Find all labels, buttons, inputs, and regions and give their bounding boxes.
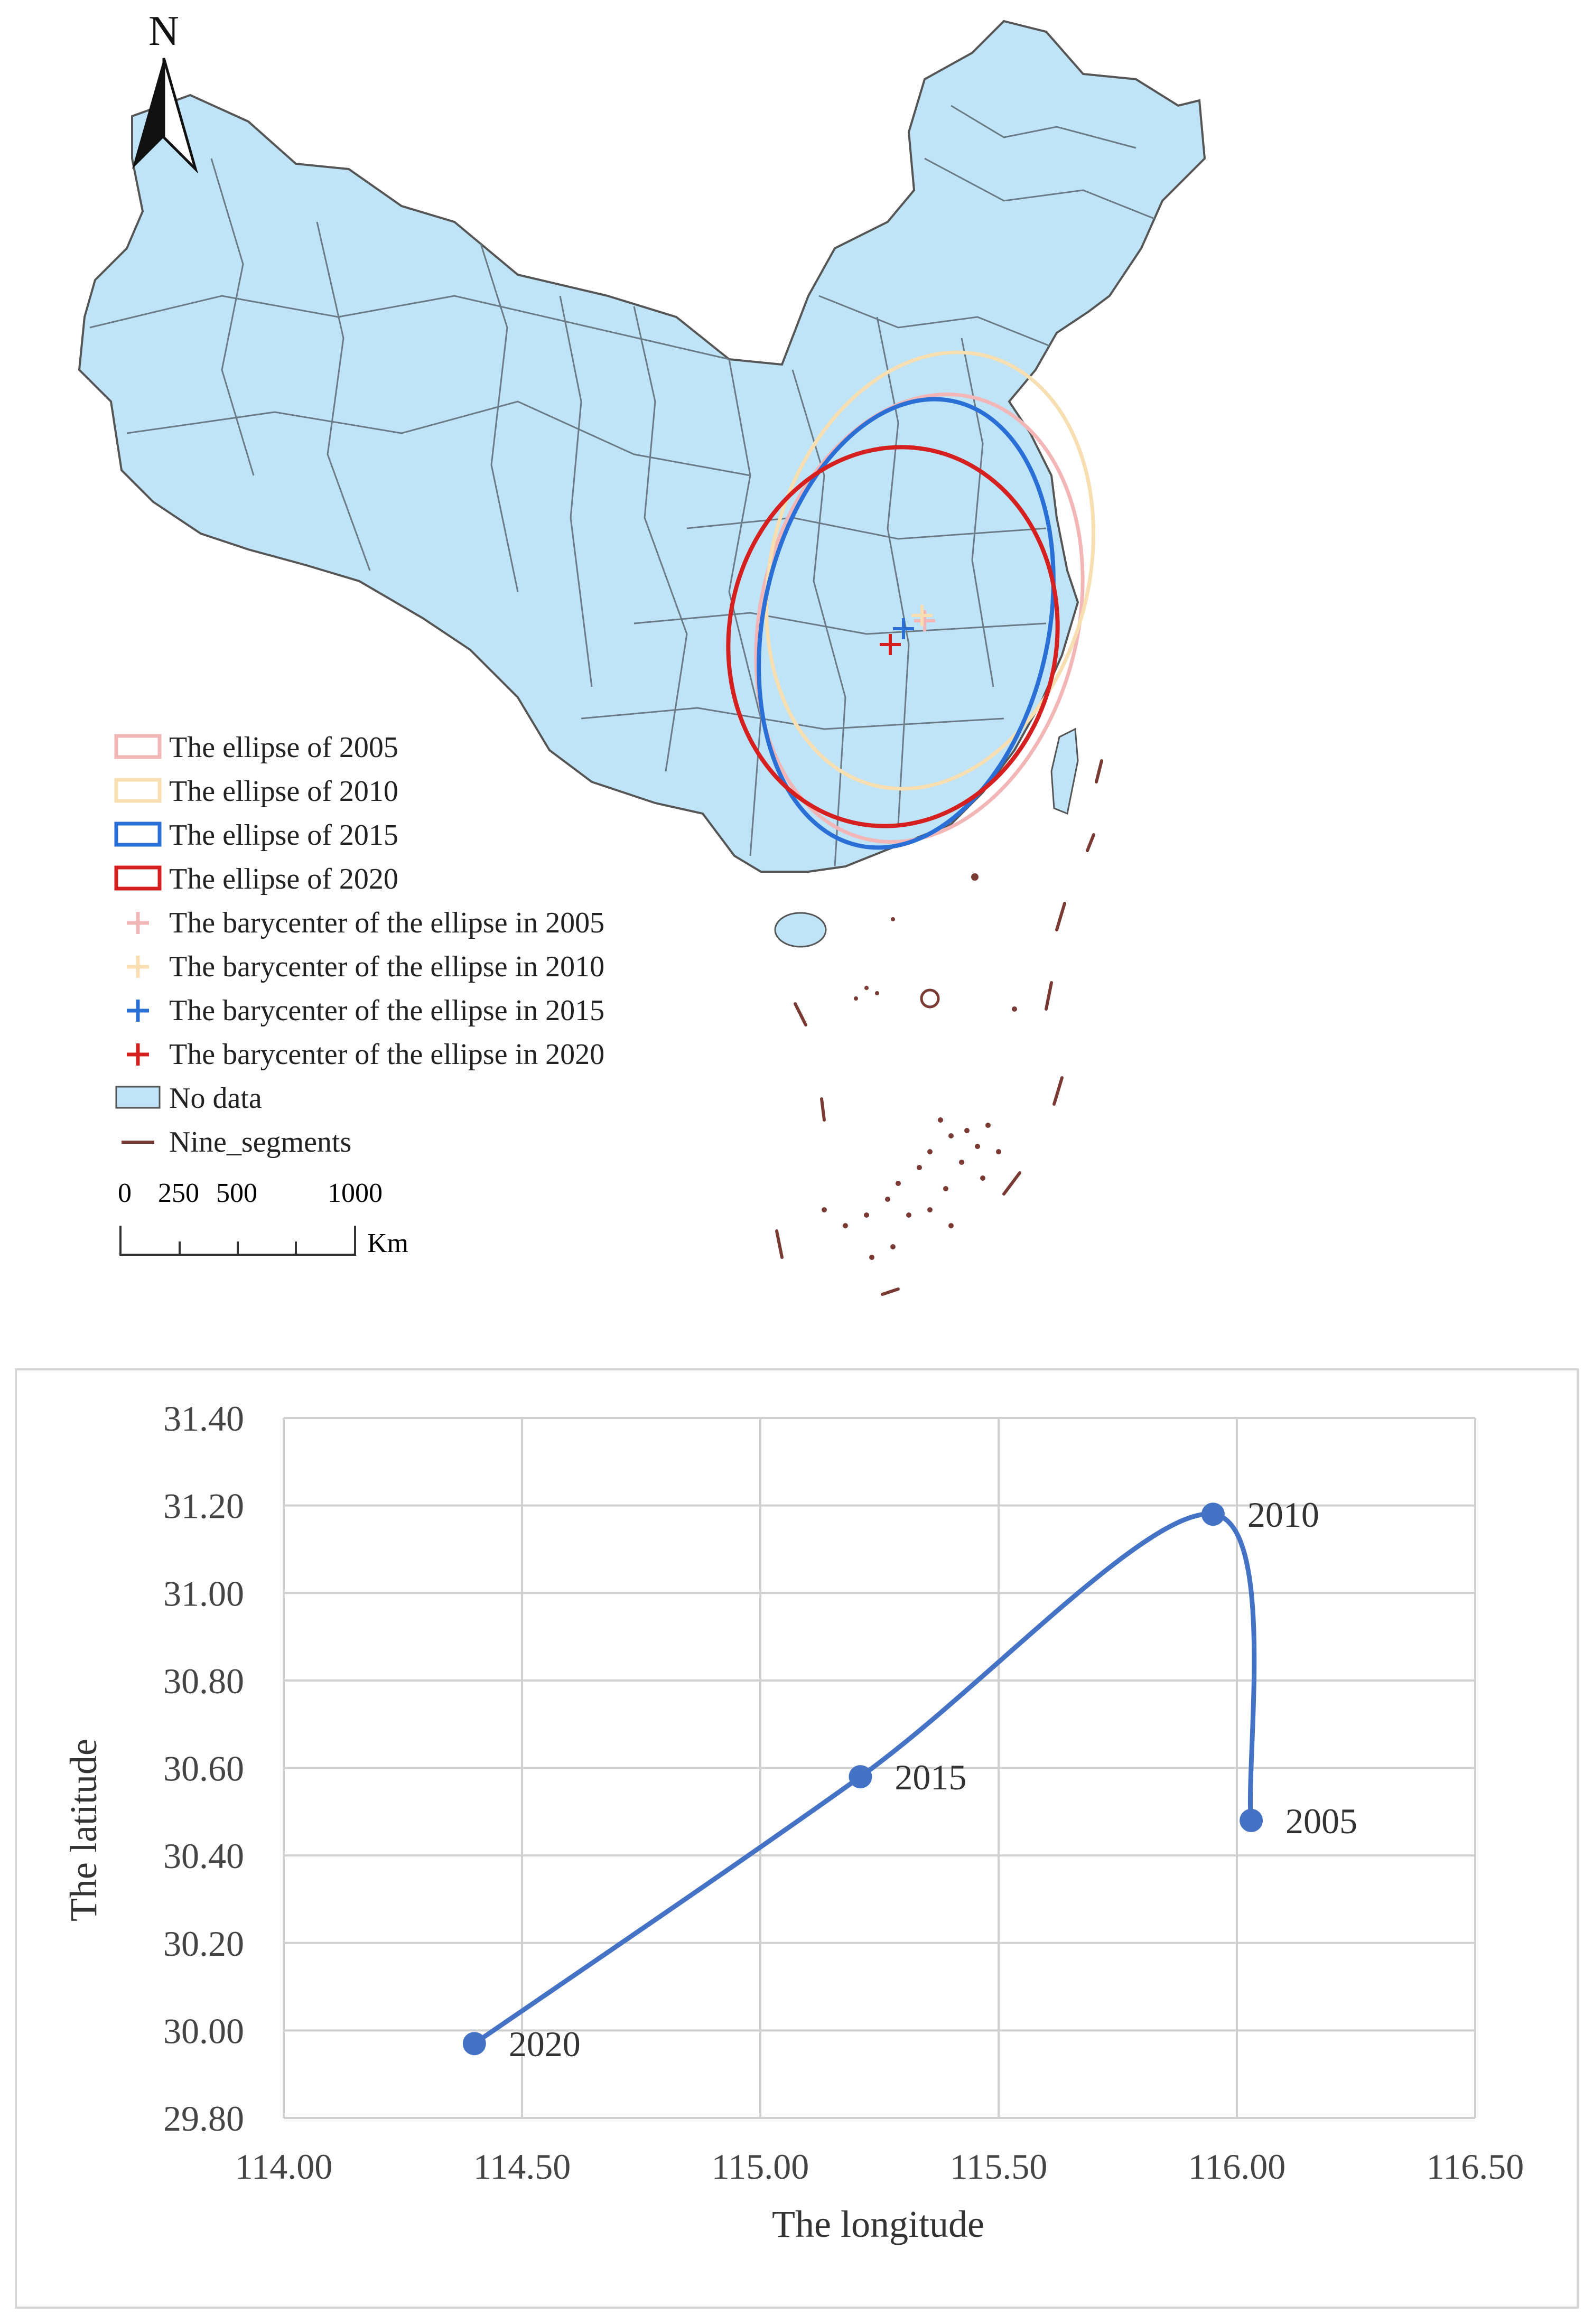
legend-label: The ellipse of 2005	[169, 731, 398, 764]
legend-label: The barycenter of the ellipse in 2010	[169, 950, 604, 983]
x-tick-label: 114.00	[235, 2146, 332, 2187]
legend-cross-icon	[127, 1000, 149, 1022]
legend-item: The ellipse of 2010	[114, 775, 398, 808]
legend-fill-icon	[115, 1086, 161, 1109]
legend-cross-icon	[127, 956, 149, 978]
legend-item: The barycenter of the ellipse in 2010	[127, 950, 604, 983]
north-arrow-icon	[132, 58, 164, 169]
legend-ellipse-icon	[114, 822, 162, 847]
map-svg: N The ellipse of 2005 The ellipse of 2010…	[78, 8, 1206, 1296]
y-tick-label: 30.80	[163, 1661, 244, 1701]
map-panel: N The ellipse of 2005 The ellipse of 2010…	[78, 8, 1206, 1296]
land-mass	[78, 20, 1206, 948]
standard-deviation-ellipses	[726, 350, 1095, 850]
scale-tick-label: 250	[158, 1178, 199, 1208]
y-tick-label: 31.40	[163, 1398, 244, 1439]
nine-segments	[775, 759, 1103, 1296]
barycenter-2020	[880, 634, 901, 655]
taiwan-island	[1050, 727, 1079, 815]
y-tick-label: 31.00	[163, 1573, 244, 1613]
legend-item: The barycenter of the ellipse in 2020	[127, 1038, 604, 1071]
legend-ellipse-icon	[114, 778, 162, 803]
legend-label: The ellipse of 2015	[169, 819, 398, 852]
data-point-2010	[1201, 1502, 1225, 1526]
legend-cross-icon	[127, 912, 149, 934]
legend-label: Nine_segments	[169, 1126, 351, 1159]
data-point-2015	[849, 1765, 872, 1789]
barycenters	[880, 605, 935, 655]
chart-tick-labels: 114.00 114.50 115.00 115.50 116.00 116.50 29.8…	[163, 1398, 1524, 2187]
x-tick-label: 114.50	[473, 2146, 571, 2187]
y-tick-label: 30.00	[163, 2011, 244, 2051]
legend-label: The barycenter of the ellipse in 2005	[169, 907, 604, 939]
data-label-2005: 2005	[1285, 1801, 1357, 1841]
legend-item: Nine_segments	[122, 1126, 351, 1159]
legend-label: The barycenter of the ellipse in 2020	[169, 1038, 604, 1071]
ellipse-2015	[757, 397, 1056, 850]
ellipse-2020	[726, 445, 1060, 828]
legend-label: The ellipse of 2010	[169, 775, 398, 808]
scale-tick-label: 0	[118, 1178, 132, 1208]
x-tick-label: 115.50	[950, 2146, 1047, 2187]
y-tick-label: 31.20	[163, 1486, 244, 1526]
scale-bar: 0 250 500 1000 Km	[118, 1178, 408, 1258]
y-tick-label: 30.40	[163, 1836, 244, 1876]
y-tick-label: 30.60	[163, 1749, 244, 1789]
data-point-2020	[462, 2032, 486, 2056]
legend-item: The barycenter of the ellipse in 2015	[127, 994, 604, 1027]
y-tick-label: 30.20	[163, 1924, 244, 1964]
legend-ellipse-icon	[114, 734, 162, 759]
north-arrow: N	[132, 8, 199, 174]
legend-item: The ellipse of 2015	[114, 819, 398, 852]
legend-label: The ellipse of 2020	[169, 863, 398, 895]
barycenter-2015	[893, 618, 914, 639]
legend-ellipse-icon	[114, 865, 162, 891]
y-tick-label: 29.80	[163, 2098, 244, 2139]
trajectory-line	[473, 1511, 1257, 2046]
legend-item: No data	[115, 1082, 262, 1115]
barycenter-2010	[911, 605, 933, 626]
y-axis-label: The latitude	[62, 1739, 105, 1921]
ellipse-2005	[754, 393, 1085, 844]
x-tick-label: 116.50	[1427, 2146, 1524, 2187]
scale-bar-line	[119, 1226, 356, 1256]
data-point-2005	[1240, 1808, 1263, 1832]
legend-item: The ellipse of 2020	[114, 863, 398, 895]
x-axis-label: The longitude	[772, 2203, 984, 2245]
scale-unit: Km	[367, 1228, 408, 1258]
legend-label: No data	[169, 1082, 262, 1115]
ellipse-2010	[765, 350, 1095, 791]
x-tick-label: 116.00	[1188, 2146, 1285, 2187]
trajectory-chart: 114.00 114.50 115.00 115.50 116.00 116.50 29.8…	[62, 1398, 1524, 2245]
x-tick-label: 115.00	[712, 2146, 809, 2187]
scale-tick-label: 500	[216, 1178, 257, 1208]
scale-tick-label: 1000	[328, 1178, 383, 1208]
legend-item: The barycenter of the ellipse in 2005	[127, 907, 604, 939]
north-label: N	[148, 8, 179, 54]
trajectory-chart-panel: 114.00 114.50 115.00 115.50 116.00 116.50 29.8…	[15, 1368, 1579, 2309]
hainan-island	[774, 912, 827, 948]
legend-item: The ellipse of 2005	[114, 731, 398, 764]
chart-series: 2005 2010 2015 2020	[462, 1495, 1357, 2064]
legend-cross-icon	[127, 1043, 149, 1066]
south-sea-islands	[822, 873, 1017, 1260]
data-label-2010: 2010	[1247, 1495, 1319, 1535]
barycenter-2005	[914, 610, 935, 631]
data-label-2020: 2020	[509, 2024, 581, 2064]
map-legend: The ellipse of 2005 The ellipse of 2010 Th…	[114, 731, 604, 1159]
data-label-2015: 2015	[895, 1757, 966, 1797]
legend-label: The barycenter of the ellipse in 2015	[169, 994, 604, 1027]
